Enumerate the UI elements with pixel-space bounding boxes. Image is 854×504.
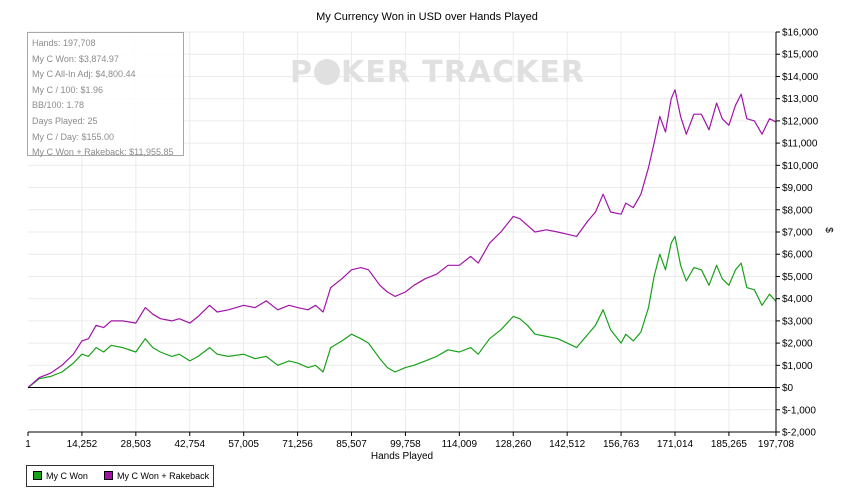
series-line-won — [27, 235, 777, 389]
x-tick-label: 156,763 — [603, 439, 640, 450]
y-tick-label: $5,000 — [782, 272, 813, 283]
y-axis-label: $ — [823, 227, 834, 233]
y-tick-label: $8,000 — [782, 205, 813, 216]
chart-title: My Currency Won in USD over Hands Played — [316, 11, 538, 23]
stat-bb-100: BB/100: 1.78 — [32, 100, 85, 111]
legend-item-rakeback[interactable]: My C Won + Rakeback — [104, 471, 209, 481]
poker-chip-icon — [314, 59, 340, 85]
axes-layer: $16,000 $15,000 $14,000 $13,000 $12,000 $11,0… — [25, 28, 834, 463]
y-tick-label: $14,000 — [782, 72, 819, 83]
stats-box: Hands: 197,708 My C Won: $3,874.97 My C … — [27, 32, 184, 157]
y-tick-label: $4,000 — [782, 294, 813, 305]
y-tick-label: $2,000 — [782, 339, 813, 350]
stat-won-rakeback: My C Won + Rakeback: $11,955.85 — [32, 147, 174, 158]
x-tick-label: 42,754 — [174, 439, 205, 450]
series-layer — [27, 89, 777, 389]
y-tick-label: $1,000 — [782, 361, 813, 372]
y-tick-label: $9,000 — [782, 183, 813, 194]
x-tick-label: 85,507 — [336, 439, 367, 450]
x-tick-label: 114,009 — [442, 439, 478, 450]
stat-per-day: My C / Day: $155.00 — [32, 131, 115, 142]
y-tick-label: $0 — [782, 383, 794, 394]
y-tick-label: $3,000 — [782, 316, 813, 327]
x-axis-label: Hands Played — [371, 451, 433, 462]
x-tick-label: 171,014 — [657, 439, 694, 450]
legend-swatch-purple — [104, 471, 113, 480]
series-line-rakeback — [27, 89, 777, 389]
poker-tracker-watermark: P KER TRACKER — [290, 55, 585, 90]
y-tick-label: $7,000 — [782, 228, 813, 239]
stat-won: My C Won: $3,874.97 — [32, 53, 119, 64]
y-tick-label: $12,000 — [782, 116, 819, 127]
y-tick-label: $-1,000 — [782, 405, 816, 416]
stat-hands: Hands: 197,708 — [32, 38, 96, 48]
x-tick-label: 197,708 — [758, 439, 795, 450]
x-tick-label: 57,005 — [228, 439, 259, 450]
x-tick-label: 28,503 — [121, 439, 152, 450]
stat-per-100: My C / 100: $1.96 — [32, 84, 104, 95]
y-tick-label: $11,000 — [782, 139, 818, 150]
stat-allin-adj: My C All-In Adj: $4,800.44 — [32, 69, 136, 80]
y-tick-label: $6,000 — [782, 250, 813, 261]
x-tick-label: 142,512 — [549, 439, 586, 450]
y-tick-label: $16,000 — [782, 28, 819, 39]
chart-legend: My C Won My C Won + Rakeback — [26, 465, 214, 487]
y-tick-label: $10,000 — [782, 161, 819, 172]
y-tick-label: $-2,000 — [782, 428, 816, 439]
x-tick-label: 71,256 — [282, 439, 313, 450]
x-tick-label: 185,265 — [711, 439, 748, 450]
x-tick-label: 14,252 — [67, 439, 98, 450]
y-tick-label: $13,000 — [782, 94, 819, 105]
stat-days-played: Days Played: 25 — [32, 115, 98, 126]
x-tick-label: 1 — [25, 439, 31, 450]
y-tick-label: $15,000 — [782, 50, 819, 61]
legend-swatch-green — [33, 471, 42, 480]
legend-item-won[interactable]: My C Won — [33, 471, 88, 481]
x-tick-label: 99,758 — [390, 439, 421, 450]
x-tick-label: 128,260 — [495, 439, 532, 450]
